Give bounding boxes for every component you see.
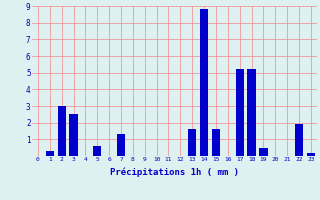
Bar [58, 106, 66, 156]
Bar [200, 9, 208, 156]
Bar [212, 129, 220, 156]
X-axis label: Précipitations 1h ( mm ): Précipitations 1h ( mm ) [110, 168, 239, 177]
Bar [236, 69, 244, 156]
Bar [117, 134, 125, 156]
Bar [247, 69, 256, 156]
Bar [259, 148, 268, 156]
Bar [188, 129, 196, 156]
Bar [69, 114, 78, 156]
Bar [46, 151, 54, 156]
Bar [295, 124, 303, 156]
Bar [307, 153, 315, 156]
Bar [93, 146, 101, 156]
